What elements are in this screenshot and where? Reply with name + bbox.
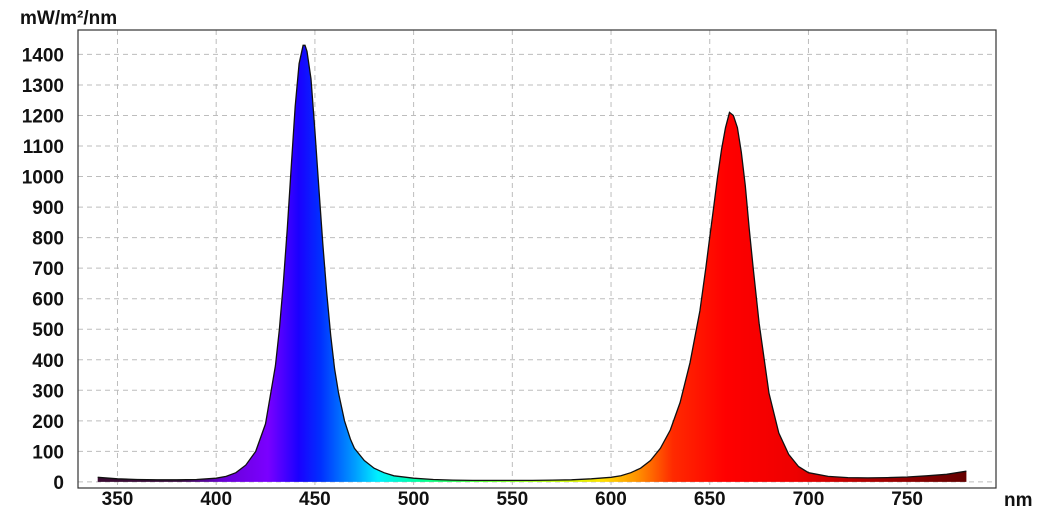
x-tick-label: 650 xyxy=(694,489,726,510)
y-tick-label: 1400 xyxy=(22,45,64,66)
y-tick-label: 1000 xyxy=(22,168,64,189)
x-tick-label: 750 xyxy=(891,489,923,510)
x-tick-label: 450 xyxy=(299,489,331,510)
y-tick-label: 800 xyxy=(32,229,64,250)
y-tick-label: 300 xyxy=(32,381,64,402)
y-tick-label: 500 xyxy=(32,320,64,341)
y-tick-label: 100 xyxy=(32,442,64,463)
spectrum-area xyxy=(97,45,967,482)
y-tick-label: 1100 xyxy=(23,137,64,158)
y-tick-label: 900 xyxy=(32,198,64,219)
x-tick-label: 600 xyxy=(595,489,627,510)
y-tick-label: 1300 xyxy=(22,76,64,97)
x-tick-label: 700 xyxy=(793,489,825,510)
spectrum-line xyxy=(97,44,967,482)
x-tick-label: 500 xyxy=(398,489,430,510)
x-tick-label: 550 xyxy=(496,489,528,510)
y-tick-label: 400 xyxy=(32,351,64,372)
y-tick-label: 1200 xyxy=(22,106,64,127)
plot-area xyxy=(77,29,997,489)
x-tick-label: 400 xyxy=(200,489,232,510)
y-tick-label: 200 xyxy=(32,412,64,433)
grid xyxy=(78,30,996,488)
x-tick-label: 350 xyxy=(102,489,134,510)
y-tick-label: 0 xyxy=(53,473,64,494)
x-axis-title: nm xyxy=(1004,490,1033,510)
y-axis-ticks: 0 100 200 300 400 500 600 700 800 900 1000 1100 1200… xyxy=(22,45,64,493)
x-axis-ticks: 350 400 450 500 550 600 650 700 750 xyxy=(102,489,923,510)
y-tick-label: 700 xyxy=(32,259,64,280)
y-tick-label: 600 xyxy=(32,290,64,311)
y-axis-title: mW/m²/nm xyxy=(20,8,117,29)
